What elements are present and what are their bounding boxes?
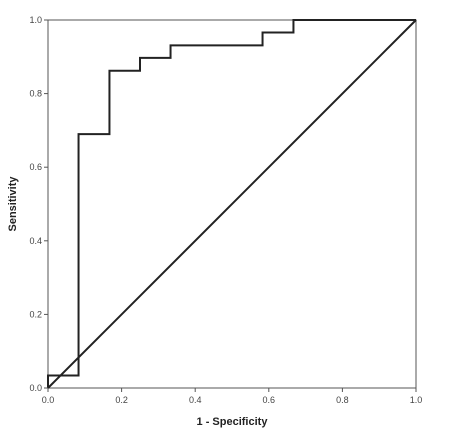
x-tick-label: 0.8 xyxy=(336,395,349,405)
x-tick-label: 0.6 xyxy=(263,395,276,405)
x-tick-label: 0.2 xyxy=(115,395,128,405)
y-axis-title: Sensitivity xyxy=(7,176,19,232)
x-axis: 0.0 0.2 0.4 0.6 0.8 1.0 xyxy=(42,388,423,405)
x-axis-title: 1 - Specificity xyxy=(197,416,269,428)
y-tick-label: 0.2 xyxy=(29,309,42,319)
y-tick-label: 1.0 xyxy=(29,15,42,25)
roc-curve-line xyxy=(47,19,416,388)
y-axis: 0.0 0.2 0.4 0.6 0.8 1.0 xyxy=(29,15,48,393)
y-tick-label: 0.6 xyxy=(29,162,42,172)
reference-diagonal-line xyxy=(47,19,417,389)
x-tick-label: 1.0 xyxy=(410,395,423,405)
y-tick-label: 0.8 xyxy=(29,89,42,99)
x-tick-label: 0.0 xyxy=(42,395,55,405)
chart-marks xyxy=(47,19,417,389)
y-tick-label: 0.4 xyxy=(29,236,42,246)
y-tick-label: 0.0 xyxy=(29,383,42,393)
x-tick-label: 0.4 xyxy=(189,395,202,405)
